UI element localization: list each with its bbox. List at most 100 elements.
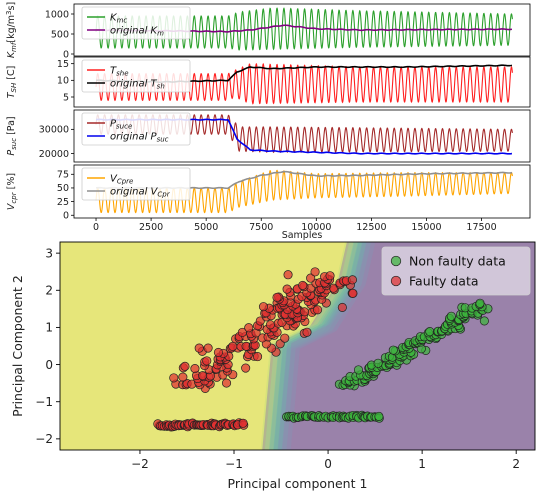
y-tick-label: 0 xyxy=(63,211,69,222)
y-tick-label: 50 xyxy=(57,183,69,194)
data-point xyxy=(178,372,188,382)
data-point xyxy=(190,364,200,374)
legend-box xyxy=(81,59,191,93)
data-point xyxy=(313,305,323,315)
data-point xyxy=(325,271,335,281)
x-tick-label: −1 xyxy=(225,457,243,471)
data-point xyxy=(213,347,223,358)
legend-box xyxy=(81,6,191,40)
legend-label: Kmc xyxy=(110,13,127,25)
panel-frame xyxy=(73,109,531,163)
panel-frame xyxy=(73,56,531,108)
y-axis-label: Psuc [Pa] xyxy=(6,116,18,155)
timeseries-panel-4: 0 25 50 75 0 2500 5000 7500 10000 12500 15000 17500… xyxy=(6,164,531,241)
data-point xyxy=(298,280,308,290)
legend-box xyxy=(81,167,191,201)
x-tick-label: 1 xyxy=(418,457,426,471)
x-tick-label: −2 xyxy=(131,457,149,471)
y-tick-label: 30000 xyxy=(39,125,69,136)
legend-label: Faulty data xyxy=(409,274,479,289)
y-tick-label: −2 xyxy=(35,432,53,446)
legend-label: original Tsh xyxy=(110,79,165,91)
y-axis-label: Vcpr [%] xyxy=(6,173,18,210)
data-point xyxy=(244,323,254,333)
legend-marker xyxy=(390,275,402,287)
series-non-faulty-data xyxy=(282,298,493,423)
x-tick-label: 2500 xyxy=(139,222,163,233)
legend-label: Non faulty data xyxy=(409,254,506,269)
scatter-panel: −2 −1 0 1 2 −2 −1 0 1 2 3 Principal component 1 Prin… xyxy=(10,241,536,491)
data-point xyxy=(425,327,435,337)
y-axis-label: Principal Component 2 xyxy=(10,275,25,417)
data-point xyxy=(280,333,290,343)
x-tick-label: 10000 xyxy=(301,222,331,233)
y-tick-label: 5 xyxy=(63,92,69,103)
data-point xyxy=(258,302,269,312)
data-point xyxy=(347,275,358,285)
legend-box xyxy=(381,246,531,296)
data-point xyxy=(283,270,293,280)
data-point xyxy=(337,302,347,312)
data-point xyxy=(238,418,248,428)
x-tick-label: 17500 xyxy=(466,222,496,233)
data-point xyxy=(373,358,383,368)
legend-label: original VCpr xyxy=(110,187,171,199)
data-point xyxy=(388,345,398,355)
data-point xyxy=(169,373,179,383)
scatter-frame xyxy=(59,241,536,451)
x-tick-label: 5000 xyxy=(194,222,218,233)
data-point xyxy=(374,411,384,421)
data-point xyxy=(479,316,489,326)
y-tick-label: 20000 xyxy=(39,149,69,160)
data-point xyxy=(282,284,292,294)
data-point xyxy=(353,365,364,375)
data-point xyxy=(272,292,282,302)
y-tick-label: 1000 xyxy=(45,9,69,20)
y-tick-label: 25 xyxy=(57,197,69,208)
legend-label: Tshe xyxy=(110,66,129,78)
y-tick-label: 15 xyxy=(57,59,69,70)
data-point xyxy=(475,298,485,308)
y-tick-label: 10 xyxy=(57,76,69,87)
scatter-legend: Non faulty data Faulty data xyxy=(381,246,531,296)
data-point xyxy=(348,288,358,298)
legend-label: original Psuc xyxy=(110,132,169,144)
legend-box xyxy=(81,112,191,146)
data-point xyxy=(302,327,312,337)
data-point xyxy=(306,273,316,283)
panel-frame xyxy=(73,164,531,219)
y-tick-label: 1 xyxy=(45,321,53,335)
x-tick-label: 0 xyxy=(93,222,99,233)
data-point xyxy=(202,356,212,366)
data-point xyxy=(299,307,310,317)
x-tick-label: 7500 xyxy=(249,222,273,233)
y-tick-label: −1 xyxy=(35,395,53,409)
y-tick-label: 0 xyxy=(63,49,69,60)
data-point xyxy=(446,311,456,321)
data-point xyxy=(228,341,238,351)
x-tick-label: 0 xyxy=(324,457,332,471)
panel-frame xyxy=(73,3,531,57)
y-tick-label: 0 xyxy=(45,358,53,372)
x-tick-label: 2 xyxy=(512,457,520,471)
data-point xyxy=(221,378,232,388)
x-axis-label: Principal component 1 xyxy=(228,476,368,491)
y-tick-label: 500 xyxy=(51,29,69,40)
x-axis-label: Samples xyxy=(282,230,323,241)
legend-label: VCpre xyxy=(110,174,133,186)
y-axis-label: TSH [C] xyxy=(6,66,18,99)
legend-marker xyxy=(390,255,402,267)
data-point xyxy=(198,371,208,381)
y-tick-label: 2 xyxy=(45,284,53,298)
data-point xyxy=(252,352,263,362)
data-point xyxy=(180,361,190,371)
x-tick-label: 15000 xyxy=(411,222,441,233)
